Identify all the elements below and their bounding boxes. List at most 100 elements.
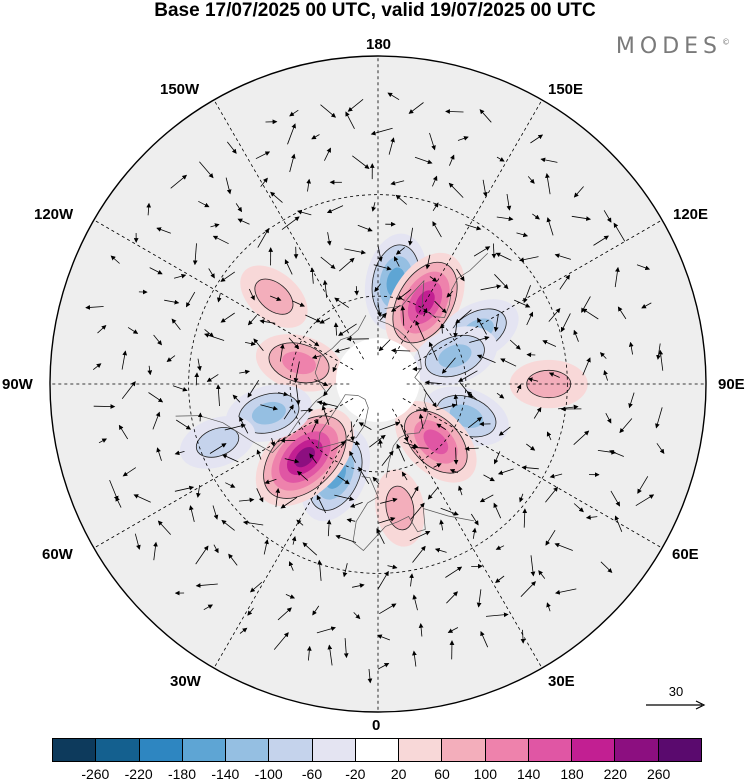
wind-vector xyxy=(199,161,214,179)
wind-vector xyxy=(283,404,294,420)
latitude-circle xyxy=(188,194,568,574)
latitude-circle xyxy=(289,295,467,473)
coastline xyxy=(317,394,369,449)
wind-vector xyxy=(424,380,442,386)
coastline xyxy=(384,252,489,318)
wind-vector xyxy=(520,629,526,644)
wind-vector xyxy=(614,266,620,288)
wind-vector xyxy=(559,274,570,290)
wind-vector xyxy=(533,407,542,419)
wind-vector xyxy=(573,329,579,342)
wind-vector xyxy=(311,134,320,140)
wind-vector xyxy=(256,449,262,460)
wind-vector xyxy=(204,333,225,341)
wind-vector xyxy=(152,411,161,430)
wind-vector xyxy=(270,437,276,447)
wind-vector xyxy=(422,307,428,317)
wind-vector xyxy=(235,203,243,213)
wind-vector xyxy=(493,314,499,332)
colorbar-swatch xyxy=(96,739,140,761)
wind-vector xyxy=(358,422,372,430)
lon-label-150e: 150E xyxy=(548,81,584,98)
wind-vector xyxy=(289,109,299,117)
wind-vector xyxy=(418,623,424,637)
coastlines xyxy=(175,252,489,551)
meridian-line xyxy=(392,99,543,360)
wind-vector xyxy=(300,407,314,413)
wind-vector xyxy=(326,519,332,537)
wind-vector xyxy=(532,213,540,220)
positive-anomaly xyxy=(240,265,308,328)
wind-vector xyxy=(121,381,136,400)
wind-vector xyxy=(494,274,509,290)
wind-vectors xyxy=(85,92,665,684)
map-border xyxy=(49,55,707,713)
wind-vector xyxy=(554,542,573,551)
wind-vector xyxy=(377,634,391,641)
wind-vector xyxy=(277,607,292,621)
wind-vector xyxy=(436,403,457,411)
wind-vector xyxy=(357,224,373,232)
wind-vector xyxy=(414,156,433,165)
wind-vector xyxy=(221,454,239,463)
wind-vector xyxy=(297,470,309,481)
wind-vector xyxy=(425,254,431,270)
wind-vector xyxy=(312,605,320,616)
wind-vector xyxy=(374,283,381,293)
wind-vector xyxy=(314,379,329,386)
wind-vector xyxy=(495,252,512,261)
lon-label-120w: 120W xyxy=(34,206,74,223)
wind-vector xyxy=(619,418,633,434)
wind-vector xyxy=(445,566,463,578)
wind-vector xyxy=(635,494,655,507)
wind-vector xyxy=(408,227,413,246)
wind-vector xyxy=(483,474,495,482)
wind-vector xyxy=(350,421,355,442)
wind-vector xyxy=(210,223,220,228)
wind-vector xyxy=(446,290,454,298)
wind-vector xyxy=(655,407,663,429)
wind-vector xyxy=(349,502,363,508)
wind-vector xyxy=(471,527,477,539)
wind-vector xyxy=(497,468,514,475)
wind-vector xyxy=(401,471,408,481)
wind-vector xyxy=(571,215,591,221)
wind-vector xyxy=(373,264,392,271)
wind-vector xyxy=(514,299,531,308)
wind-vector xyxy=(561,313,571,333)
wind-vector xyxy=(317,559,323,581)
wind-vector xyxy=(337,475,350,485)
wind-vector xyxy=(409,531,431,542)
wind-vector xyxy=(334,347,350,353)
colorbar-swatch xyxy=(442,739,486,761)
wind-vector xyxy=(558,404,579,410)
wind-vector xyxy=(408,102,424,114)
wind-vector xyxy=(280,496,298,509)
wind-vector xyxy=(317,400,338,407)
wind-vector xyxy=(311,418,319,433)
wind-vector xyxy=(519,256,539,263)
wind-vector xyxy=(467,417,483,429)
wind-vector xyxy=(260,404,278,411)
wind-vector xyxy=(226,141,237,154)
wind-vector xyxy=(316,626,336,634)
wind-vector xyxy=(203,604,213,611)
wind-vector xyxy=(346,518,356,523)
wind-vector xyxy=(410,502,425,520)
colorbar-tick-label: -60 xyxy=(301,766,323,782)
colorbar-tick-label: -20 xyxy=(345,766,366,782)
wind-vector xyxy=(127,327,139,334)
wind-vector xyxy=(278,391,289,397)
wind-vector xyxy=(554,253,572,260)
wind-vector xyxy=(379,603,397,615)
wind-vector xyxy=(122,467,137,477)
wind-vector xyxy=(476,354,496,363)
colorbar-tick-label: 60 xyxy=(434,766,450,782)
wind-vector xyxy=(377,244,383,262)
wind-vector xyxy=(232,394,241,403)
wind-vector xyxy=(339,257,355,272)
lon-label-0: 0 xyxy=(372,717,381,734)
wind-vector xyxy=(658,349,664,371)
wind-vector xyxy=(395,194,407,205)
lon-label-90e: 90E xyxy=(718,376,745,393)
